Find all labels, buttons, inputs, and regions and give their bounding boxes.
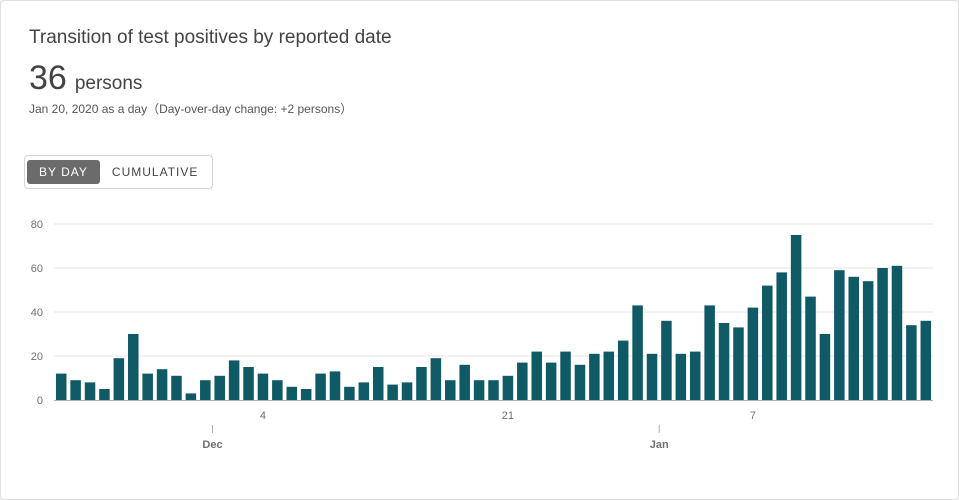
by-day-button[interactable]: BY DAY xyxy=(27,160,100,184)
bar xyxy=(819,334,831,400)
date-note: Jan 20, 2020 as a day（Day-over-day chang… xyxy=(29,102,353,116)
bar xyxy=(416,367,427,400)
bar xyxy=(790,235,802,400)
bar xyxy=(877,268,888,400)
bar xyxy=(805,296,816,400)
cumulative-button[interactable]: CUMULATIVE xyxy=(111,165,199,179)
bar xyxy=(344,386,355,400)
bar xyxy=(502,375,514,400)
bar-chart: 0 20 40 60 80 4 21 7 Dec Jan xyxy=(31,219,933,451)
headline-number: 36 xyxy=(29,59,67,97)
headline-value: 36 persons xyxy=(29,59,142,98)
bar xyxy=(99,389,110,400)
bar xyxy=(84,382,96,400)
bar xyxy=(617,340,629,400)
bar xyxy=(430,358,442,400)
bar xyxy=(127,334,139,400)
bar xyxy=(401,382,413,400)
bar xyxy=(517,362,528,400)
bar xyxy=(272,380,283,400)
bar xyxy=(55,373,67,400)
y-tick-label: 60 xyxy=(31,263,43,275)
headline-unit: persons xyxy=(74,73,143,94)
bar xyxy=(762,285,773,400)
bar xyxy=(733,327,744,400)
y-tick-label: 0 xyxy=(37,395,43,407)
bar xyxy=(286,386,298,400)
bar xyxy=(70,380,81,400)
bar xyxy=(776,272,787,400)
bar xyxy=(488,380,499,400)
bar xyxy=(329,371,341,400)
month-label: Jan xyxy=(650,439,669,451)
bar xyxy=(920,320,932,400)
bar xyxy=(689,351,701,400)
bar xyxy=(603,351,615,400)
bar xyxy=(560,351,571,400)
bar xyxy=(214,375,225,400)
bar xyxy=(632,305,643,400)
bar xyxy=(156,369,168,400)
y-tick-label: 40 xyxy=(31,307,43,319)
bar xyxy=(445,380,456,400)
bar xyxy=(228,360,240,400)
bar xyxy=(315,373,326,400)
x-tick-label: 4 xyxy=(260,410,266,422)
bar xyxy=(675,353,687,400)
bar xyxy=(113,358,125,400)
y-tick-label: 80 xyxy=(31,219,43,231)
bar xyxy=(704,305,715,400)
bar xyxy=(171,375,182,400)
bar xyxy=(200,380,211,400)
bar xyxy=(531,351,542,400)
bar xyxy=(473,380,485,400)
bar xyxy=(891,265,903,400)
month-label: Dec xyxy=(202,439,222,451)
bar xyxy=(358,382,370,400)
bar xyxy=(372,367,384,400)
x-tick-label: 7 xyxy=(750,410,756,422)
bar xyxy=(300,389,312,400)
chart-title: Transition of test positives by reported… xyxy=(29,27,392,48)
bar xyxy=(589,353,600,400)
bar xyxy=(574,364,586,400)
bar xyxy=(646,353,658,400)
bar xyxy=(906,325,917,400)
view-toggle: BY DAY CUMULATIVE xyxy=(24,155,214,189)
bar xyxy=(545,362,557,400)
bar xyxy=(661,320,672,400)
bar xyxy=(718,323,730,400)
bar xyxy=(459,364,470,400)
x-tick-label: 21 xyxy=(502,410,514,422)
bar xyxy=(862,281,874,400)
bar xyxy=(834,270,845,400)
bar xyxy=(747,307,759,400)
bar xyxy=(848,276,860,400)
bar xyxy=(142,373,153,400)
bar xyxy=(257,373,269,400)
bar xyxy=(243,367,254,400)
y-tick-label: 20 xyxy=(31,351,43,363)
bar xyxy=(387,384,398,400)
bar xyxy=(185,393,197,400)
